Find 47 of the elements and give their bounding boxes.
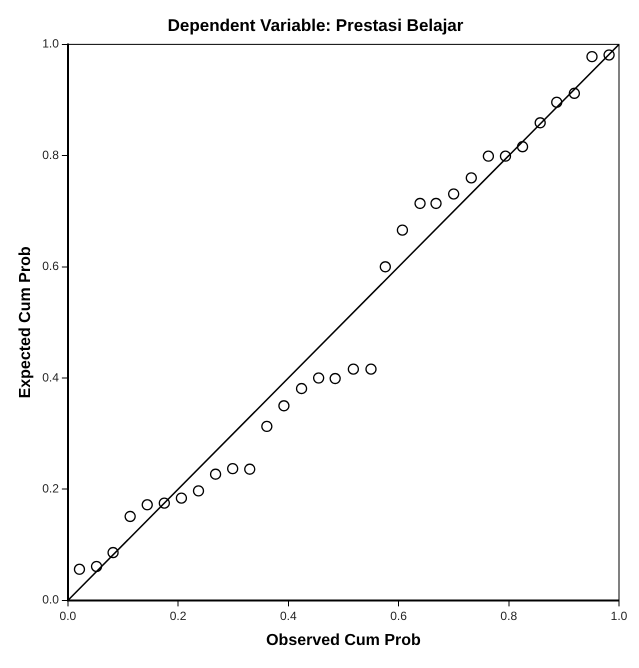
point xyxy=(210,468,222,480)
point xyxy=(568,88,580,99)
point xyxy=(516,141,528,152)
chart-title: Dependent Variable: Prestasi Belajar xyxy=(168,16,464,35)
point xyxy=(261,420,272,432)
point xyxy=(244,464,256,475)
point xyxy=(227,462,238,474)
y-tick-label: 0.6 xyxy=(42,259,60,274)
point xyxy=(482,150,494,162)
point xyxy=(466,172,477,184)
point xyxy=(534,117,546,128)
point xyxy=(312,372,324,384)
point xyxy=(296,382,308,394)
x-tick-label: 0.0 xyxy=(60,608,77,623)
point xyxy=(107,546,119,558)
x-tick-label: 0.6 xyxy=(390,608,408,623)
point xyxy=(158,497,170,509)
point xyxy=(330,372,341,384)
point xyxy=(430,198,442,210)
point xyxy=(278,400,290,412)
point xyxy=(396,224,408,236)
y-tick-label: 1.0 xyxy=(42,36,60,51)
y-tick-label: 0.8 xyxy=(42,148,60,162)
y-tick-label: 0.2 xyxy=(42,482,60,496)
point xyxy=(448,188,460,200)
x-axis-title: Observed Cum Prob xyxy=(266,632,422,649)
y-tick-label: 0.0 xyxy=(42,592,60,607)
x-tick-label: 1.0 xyxy=(610,608,628,623)
point xyxy=(551,96,562,108)
x-tick-label: 0.4 xyxy=(280,608,297,623)
y-axis-title: Expected Cum Prob xyxy=(17,246,34,398)
point xyxy=(586,50,598,62)
point xyxy=(124,510,136,522)
y-tick-label: 0.4 xyxy=(42,370,60,384)
point xyxy=(176,492,188,504)
point xyxy=(142,499,153,510)
point xyxy=(348,363,360,375)
point xyxy=(380,261,391,272)
point xyxy=(603,49,615,61)
point xyxy=(90,560,102,572)
point xyxy=(365,363,377,375)
point xyxy=(192,485,204,497)
point xyxy=(500,150,512,162)
x-tick-label: 0.2 xyxy=(170,608,187,623)
point xyxy=(74,564,86,575)
point xyxy=(414,198,426,210)
x-tick-label: 0.8 xyxy=(500,608,518,623)
